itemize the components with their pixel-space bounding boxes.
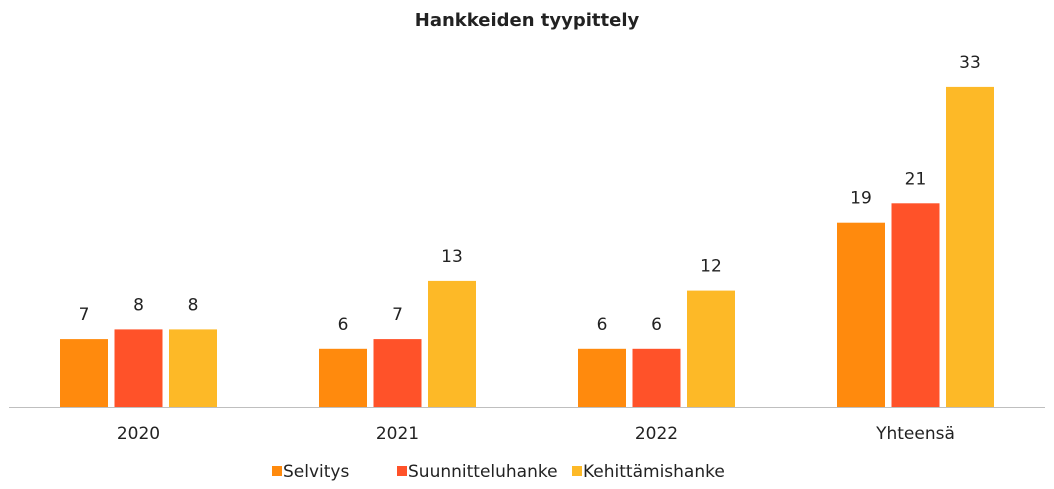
data-label: 33 [959,53,981,73]
bar [578,348,626,407]
legend-swatch [272,466,282,476]
data-label: 6 [597,315,608,335]
bar [60,339,108,407]
bar [837,222,885,407]
data-label: 19 [850,189,872,209]
x-tick-label: 2022 [635,424,678,444]
chart-title: Hankkeiden tyypittely [415,10,640,31]
legend-label: Kehittämishanke [583,462,725,482]
data-label: 7 [79,305,90,325]
data-label: 6 [338,315,349,335]
bar [687,290,735,407]
data-label: 12 [700,257,722,277]
data-label: 8 [188,295,199,315]
legend-swatch [572,466,582,476]
x-tick-label: 2021 [376,424,419,444]
bar [946,86,994,408]
data-label: 13 [441,247,463,267]
legend-swatch [397,466,407,476]
data-label: 21 [905,169,927,189]
bar [114,329,163,407]
legend-label: Selvitys [283,462,349,482]
bar [632,348,681,407]
x-tick-label: Yhteensä [875,424,955,444]
bar [319,348,367,407]
data-label: 7 [392,305,403,325]
bar [169,329,217,407]
bar [428,280,476,407]
x-tick-label: 2020 [117,424,160,444]
bar [891,203,940,407]
bar [373,339,422,407]
legend-label: Suunnitteluhanke [408,462,558,482]
data-label: 8 [133,295,144,315]
data-label: 6 [651,315,662,335]
